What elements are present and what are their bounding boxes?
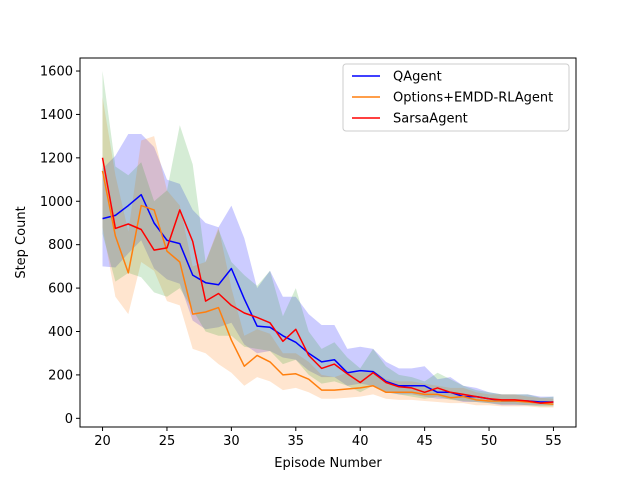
y-tick-label: 1000: [40, 195, 73, 210]
legend: QAgent Options+EMDD-RLAgent SarsaAgent: [342, 63, 570, 132]
x-tick-label: 45: [416, 434, 433, 449]
legend-entry: SarsaAgent: [393, 112, 468, 127]
plot-frame: [79, 57, 577, 428]
band-qagent: [102, 134, 554, 406]
band-options-emdd-rlagent: [102, 97, 554, 408]
y-tick-label: 600: [48, 282, 73, 297]
y-tick-label: 1600: [40, 65, 73, 80]
confidence-bands: [102, 71, 554, 408]
x-tick-label: 30: [223, 434, 240, 449]
x-tick-label: 25: [159, 434, 176, 449]
y-axis-label: Step Count: [14, 206, 29, 278]
line-options-emdd-rlagent: [101, 170, 554, 405]
y-tick-label: 200: [48, 368, 73, 383]
legend-entry: QAgent: [393, 70, 442, 85]
x-axis-label: Episode Number: [274, 456, 382, 471]
x-tick-label: 55: [545, 434, 562, 449]
y-tick-label: 1400: [40, 108, 73, 123]
legend-box: [342, 63, 570, 132]
y-axis: 0 200 400 600 800 1000 1200 1400 1600: [40, 65, 80, 427]
x-axis: 20 25 30 35 40 45 50 55: [94, 427, 562, 449]
legend-entry: Options+EMDD-RLAgent: [393, 91, 553, 106]
line-sarsaagent: [101, 157, 554, 404]
y-tick-label: 800: [48, 238, 73, 253]
x-tick-label: 35: [288, 434, 305, 449]
x-tick-label: 50: [481, 434, 498, 449]
y-tick-label: 0: [65, 412, 73, 427]
band-sarsaagent: [102, 71, 554, 407]
x-tick-label: 40: [352, 434, 369, 449]
y-tick-label: 400: [48, 325, 73, 340]
x-tick-label: 20: [94, 434, 111, 449]
series-lines: [101, 157, 554, 405]
y-tick-label: 1200: [40, 151, 73, 166]
